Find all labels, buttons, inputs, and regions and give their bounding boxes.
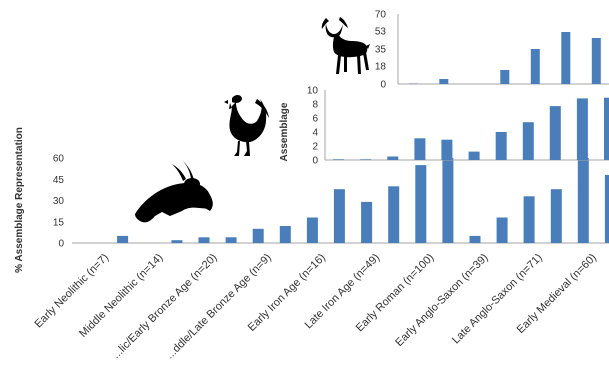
main-bar-17 <box>523 196 535 244</box>
main-bar-5 <box>198 237 210 243</box>
top-chart-panel: 0 18 35 53 70 <box>375 10 609 91</box>
main-bar-19 <box>577 158 589 243</box>
main-bar-13 <box>415 165 427 243</box>
main-bar-10 <box>333 189 345 243</box>
middle-bars <box>333 97 609 160</box>
hare-silhouette-icon <box>135 161 213 223</box>
middle-y-tick-2: 2 <box>312 142 318 153</box>
top-bar-6 <box>561 32 571 84</box>
main-bar-20 <box>604 175 609 243</box>
top-bar-4 <box>500 70 510 84</box>
main-bar-2 <box>117 235 129 243</box>
middle-bar-6 <box>468 151 480 160</box>
top-y-tick-labels: 0 18 35 53 70 <box>375 10 387 91</box>
middle-bar-5 <box>441 139 453 160</box>
main-y-tick-60: 60 <box>53 154 65 165</box>
middle-bar-10 <box>576 98 588 160</box>
fallow-deer-silhouette-icon <box>321 17 370 74</box>
main-category-labels: Early Neolithic (n=7)Middle Neolithic (n… <box>32 252 599 362</box>
main-bars <box>117 158 609 244</box>
middle-bar-4 <box>414 138 426 160</box>
main-bar-16 <box>496 217 508 243</box>
middle-y-tick-10: 10 <box>307 86 319 97</box>
middle-y-axis-label: Assemblage <box>279 102 290 161</box>
middle-bar-1 <box>333 159 345 160</box>
top-bar-2 <box>439 79 449 84</box>
main-category-label-9: Late Anglo-Saxon (n=71) <box>450 252 545 347</box>
top-bar-5 <box>530 49 540 84</box>
main-category-label-8: Early Anglo-Saxon (n=39) <box>393 252 490 349</box>
main-bar-14 <box>442 158 454 243</box>
main-category-label-4: ...ddle/Late Bronze Age (n=9) <box>164 252 274 362</box>
middle-y-tick-0: 0 <box>312 156 318 167</box>
main-y-tick-0: 0 <box>58 239 64 250</box>
top-y-tick-0: 0 <box>380 80 386 91</box>
main-bar-12 <box>388 186 400 243</box>
top-bar-1 <box>408 83 418 84</box>
middle-bar-9 <box>549 106 561 160</box>
main-bar-4 <box>171 240 183 243</box>
main-y-tick-15: 15 <box>53 217 65 228</box>
middle-bar-11 <box>604 97 609 160</box>
main-bar-15 <box>469 235 481 243</box>
rooster-silhouette-icon <box>224 95 269 156</box>
main-bar-9 <box>306 217 318 243</box>
main-y-tick-45: 45 <box>53 175 65 186</box>
main-bar-11 <box>361 201 373 243</box>
middle-bar-3 <box>387 156 399 160</box>
main-y-axis-label: % Assemblage Representation <box>14 127 25 273</box>
top-bar-7 <box>591 38 601 84</box>
middle-y-tick-6: 6 <box>312 114 318 125</box>
top-bars <box>408 32 601 84</box>
middle-bar-8 <box>522 122 534 160</box>
main-bar-6 <box>225 237 237 243</box>
middle-bar-7 <box>495 132 507 160</box>
top-y-tick-35: 35 <box>375 45 387 56</box>
main-bar-18 <box>550 189 562 243</box>
top-y-tick-70: 70 <box>375 10 387 21</box>
top-y-tick-18: 18 <box>375 62 387 73</box>
middle-y-tick-4: 4 <box>312 128 318 139</box>
middle-y-tick-8: 8 <box>312 100 318 111</box>
main-y-tick-labels: 0 15 30 45 60 <box>53 154 65 250</box>
middle-bar-2 <box>360 159 372 160</box>
main-category-label-3: ...lic/Early Bronze Age (n=20) <box>110 252 219 361</box>
top-y-tick-53: 53 <box>375 27 387 38</box>
middle-chart-panel: 0 2 4 6 8 10 Assemblage <box>279 86 609 167</box>
main-y-tick-30: 30 <box>53 196 65 207</box>
middle-y-tick-labels: 0 2 4 6 8 10 <box>307 86 319 167</box>
main-bar-7 <box>252 228 264 243</box>
main-bar-8 <box>279 226 291 243</box>
